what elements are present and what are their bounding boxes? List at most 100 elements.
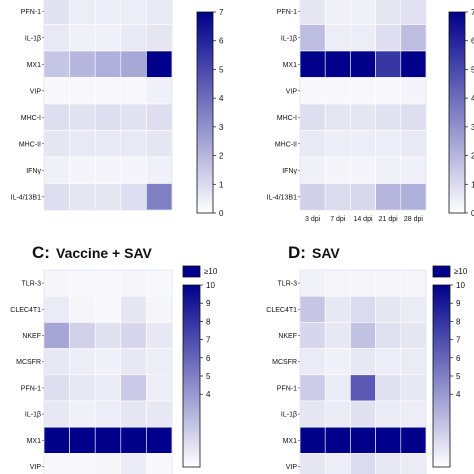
heatmap-cell (43, 183, 70, 211)
heatmap-cell (120, 130, 147, 158)
panel-2: PFN-1 IL-1β MX1 VIP MHC-I MHC-II IFNγ IL-4/13B1… (267, 0, 474, 223)
row-label: MHC-II (19, 141, 41, 148)
heatmap-cell (400, 426, 427, 454)
heatmap-cell (94, 374, 122, 402)
heatmap-cell (146, 322, 173, 349)
heatmap-cell (94, 77, 122, 105)
heatmap-cell (350, 295, 376, 323)
row-label: TLR-3 (22, 281, 42, 288)
heatmap-cell (146, 130, 173, 158)
heatmap-cell (120, 24, 147, 52)
colorbar-tick-label: 6 (206, 354, 211, 363)
heatmap-cell (299, 0, 326, 25)
colorbar-tick-label: 4 (471, 94, 474, 103)
heatmap-cell (94, 400, 122, 428)
heatmap-cell (146, 0, 173, 25)
heatmap-cell (299, 322, 326, 349)
heatmap-cell (69, 183, 96, 211)
panel-title: SAV (312, 245, 340, 261)
heatmap-cell (43, 269, 70, 297)
heatmap-cell (146, 77, 173, 105)
heatmap-cell (69, 0, 96, 25)
heatmap-cell (94, 103, 122, 131)
heatmap-cell (400, 103, 427, 131)
heatmap-cell (94, 426, 122, 454)
heatmap-cell (400, 0, 427, 25)
row-label: VIP (286, 88, 298, 95)
heatmap-cell (43, 426, 70, 454)
heatmap-cell (324, 400, 351, 428)
heatmap-cell (43, 103, 70, 131)
heatmap-cell (120, 77, 147, 105)
grid-frame (43, 269, 173, 474)
heatmap-cell (350, 453, 376, 474)
colorbar-tick-label: 0 (471, 209, 474, 218)
heatmap-cell (400, 295, 427, 323)
heatmap-cell (94, 269, 122, 297)
heatmap-cell (400, 400, 427, 428)
colorbar-tick-label: 1 (471, 180, 474, 189)
heatmap-cell (350, 374, 376, 402)
colorbar-tick-label: 5 (471, 65, 474, 74)
row-label: MX1 (283, 438, 298, 445)
heatmap-cell (146, 374, 173, 402)
heatmap-cell (299, 400, 326, 428)
heatmap-cell (375, 156, 402, 184)
heatmap-cell (120, 426, 147, 454)
heatmap-cell (146, 348, 173, 376)
row-label: NKEF (22, 333, 41, 340)
colorbar-over-label: ≥10 (454, 267, 468, 276)
heatmap-cell (299, 103, 326, 131)
colorbar-tick-label: 4 (456, 390, 461, 399)
row-label: MHC-I (21, 115, 41, 122)
heatmap-cell (43, 322, 70, 349)
heatmap-cell (350, 426, 376, 454)
heatmap-cell (324, 453, 351, 474)
colorbar-tick-label: 10 (206, 281, 215, 290)
row-label: IL-1β (25, 412, 41, 419)
heatmap-cell (350, 156, 376, 184)
row-label: IL-1β (281, 412, 297, 419)
heatmap-cell (350, 77, 376, 105)
heatmap-cell (43, 453, 70, 474)
colorbar (196, 11, 214, 214)
colorbar-tick-label: 3 (219, 123, 224, 132)
column-label: 21 dpi (379, 216, 399, 223)
row-label: IL-1β (25, 35, 41, 42)
colorbar-tick-label: 6 (219, 37, 224, 46)
heatmap-cell (120, 400, 147, 428)
heatmap-cell (69, 130, 96, 158)
colorbar-tick-label: 6 (471, 37, 474, 46)
row-label: CLEC4T1 (10, 307, 41, 314)
row-label: TLR-3 (278, 281, 298, 288)
heatmap-cell (69, 374, 96, 402)
colorbar-tick-label: 9 (206, 299, 211, 308)
heatmap-cell (43, 130, 70, 158)
heatmap-cell (299, 295, 326, 323)
colorbar-tick-label: 7 (219, 8, 224, 17)
heatmap-cell (120, 103, 147, 131)
heatmap-cell (69, 400, 96, 428)
row-label: MX1 (283, 62, 298, 69)
heatmap-cell (43, 400, 70, 428)
colorbar-tick-label: 8 (206, 317, 211, 326)
panel-title: Vaccine + SAV (56, 245, 153, 261)
colorbar (432, 284, 451, 468)
heatmap-cell (375, 374, 402, 402)
heatmap-cell (299, 77, 326, 105)
heatmap-cell (324, 269, 351, 297)
colorbar-over-swatch (182, 265, 201, 278)
heatmap-cell (43, 348, 70, 376)
heatmap-cell (400, 50, 427, 78)
heatmap-cell (324, 24, 351, 52)
heatmap-cell (400, 348, 427, 376)
heatmap-cell (69, 50, 96, 78)
heatmap-cell (324, 77, 351, 105)
row-label: MX1 (27, 62, 42, 69)
heatmap-cell (324, 183, 351, 211)
heatmap-cell (299, 156, 326, 184)
colorbar-tick-label: 4 (219, 94, 224, 103)
row-label: IFNγ (282, 168, 297, 175)
heatmap-cell (299, 426, 326, 454)
heatmap-cell (350, 50, 376, 78)
